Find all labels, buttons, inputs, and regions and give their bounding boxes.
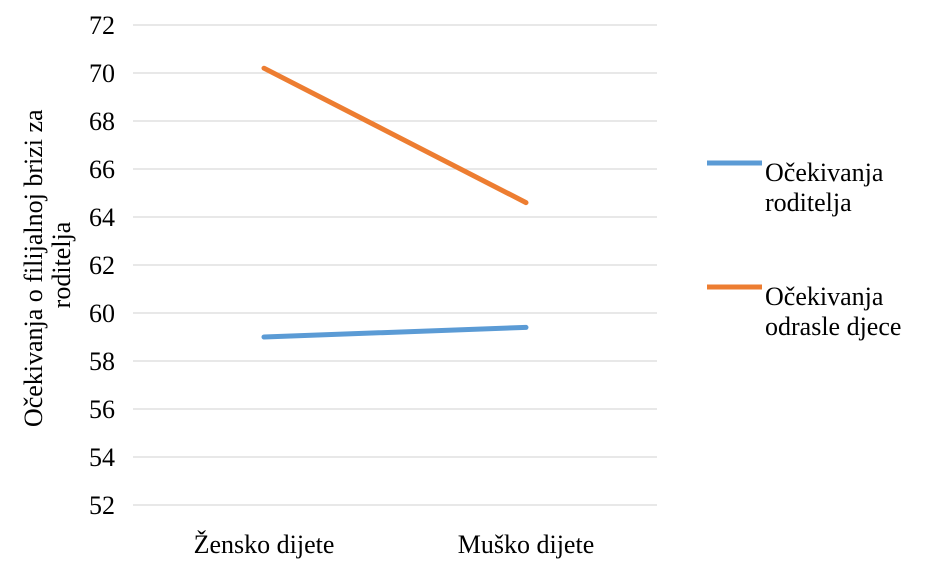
y-tick-label: 62 (89, 251, 115, 280)
x-axis-ticks: Žensko dijete Muško dijete (194, 530, 595, 559)
y-axis-ticks: 52 54 56 58 60 62 64 66 68 70 72 (89, 11, 115, 520)
legend-item-ocekivanja-roditelja: Očekivanja roditelja (707, 158, 890, 217)
legend-label-line-1: Očekivanja (765, 158, 884, 187)
legend-label-line-2: odrasle djece (765, 312, 901, 341)
y-axis-title-line-1: Očekivanja o filijalnoj brizi za (19, 109, 48, 427)
svg-text:Očekivanja roditelja: Očekivanja roditelja (765, 158, 890, 217)
legend-label-line-2: roditelja (765, 188, 852, 217)
legend-label-line-1: Očekivanja (765, 282, 884, 311)
y-tick-label: 72 (89, 11, 115, 40)
y-tick-label: 58 (89, 347, 115, 376)
y-tick-label: 66 (89, 155, 115, 184)
y-tick-label: 56 (89, 395, 115, 424)
y-tick-label: 54 (89, 443, 115, 472)
gridlines (133, 24, 657, 506)
y-tick-label: 70 (89, 59, 115, 88)
legend: Očekivanja roditelja Očekivanja odrasle … (707, 158, 901, 341)
series-lines (261, 65, 529, 340)
y-axis-title-line-2: roditelja (47, 221, 76, 308)
svg-text:Očekivanja o filijalnoj brizi: Očekivanja o filijalnoj brizi za roditel… (19, 103, 76, 427)
y-tick-label: 68 (89, 107, 115, 136)
x-tick-label: Žensko dijete (194, 530, 335, 559)
y-axis-title: Očekivanja o filijalnoj brizi za roditel… (19, 103, 76, 427)
x-tick-label: Muško dijete (458, 530, 595, 559)
y-tick-label: 64 (89, 203, 115, 232)
legend-item-ocekivanja-odrasle-djece: Očekivanja odrasle djece (707, 282, 901, 341)
series-line-ocekivanja-roditelja (261, 324, 529, 340)
y-tick-label: 60 (89, 299, 115, 328)
series-line-ocekivanja-odrasle-djece (261, 65, 529, 206)
svg-text:Očekivanja odrasle dje: Očekivanja odrasle djece (765, 282, 901, 341)
y-tick-label: 52 (89, 491, 115, 520)
